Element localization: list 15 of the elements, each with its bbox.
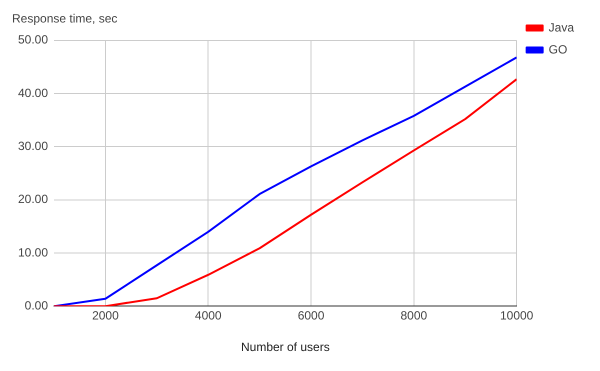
x-tick-label: 10000 bbox=[500, 308, 534, 323]
x-tick-label: 4000 bbox=[194, 308, 222, 323]
y-tick-label: 10.00 bbox=[18, 245, 48, 260]
y-tick-label: 50.00 bbox=[18, 32, 48, 47]
y-tick-label: 30.00 bbox=[18, 139, 48, 154]
y-tick-label: 20.00 bbox=[18, 192, 48, 206]
x-axis-title: Number of users bbox=[240, 340, 330, 354]
legend-label: GO bbox=[548, 42, 568, 56]
y-tick-label: 40.00 bbox=[18, 86, 48, 100]
x-tick-label: 6000 bbox=[298, 308, 325, 323]
legend-label: Java bbox=[548, 20, 574, 34]
chart-title: Response time, sec bbox=[12, 12, 118, 26]
x-tick-label: 8000 bbox=[400, 308, 428, 323]
x-tick-label: 2000 bbox=[92, 308, 120, 323]
y-tick-label: 0.00 bbox=[24, 298, 48, 313]
